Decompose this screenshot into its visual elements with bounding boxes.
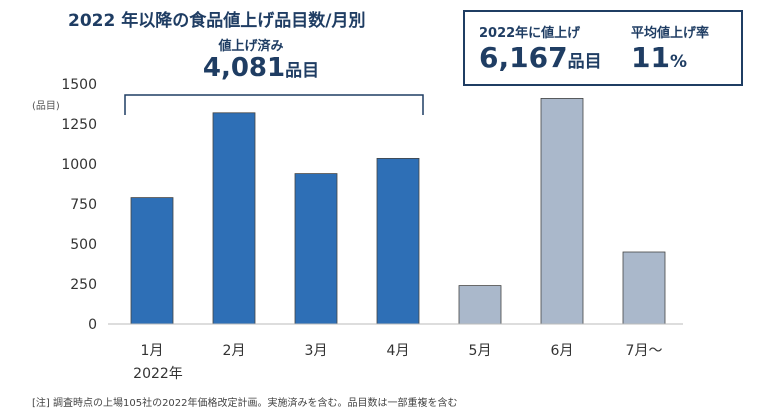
- y-tick-label: 0: [88, 317, 97, 333]
- total-label: 2022年に値上げ: [479, 26, 581, 41]
- bars: [130, 98, 666, 325]
- y-tick-label: 1250: [61, 117, 97, 133]
- y-tick-label: 1500: [61, 77, 97, 93]
- bracket-value-wrap: 4,081品目: [186, 52, 336, 87]
- y-axis-ticks: 0 250 500 750 1000 1250 1500: [61, 77, 97, 333]
- bar: [622, 251, 666, 325]
- total-unit: 品目: [567, 52, 602, 72]
- bracket-label: 値上げ済み: [218, 39, 284, 54]
- total-value: 6,167: [479, 41, 568, 74]
- year-label: 2022年: [133, 366, 183, 382]
- x-tick-label: 5月: [469, 343, 492, 359]
- y-tick-label: 750: [70, 197, 97, 213]
- bar: [458, 285, 502, 325]
- summary-box: 2022年に値上げ 6,167品目 平均値上げ率 11%: [463, 10, 743, 86]
- bar: [130, 197, 174, 325]
- chart-title: 2022 年以降の食品値上げ品目数/月別: [68, 11, 366, 31]
- x-tick-label: 4月: [387, 343, 410, 359]
- bracket-unit: 品目: [285, 61, 320, 81]
- x-tick-label: 2月: [223, 343, 246, 359]
- bar: [212, 112, 256, 325]
- bar: [294, 173, 338, 325]
- y-tick-label: 1000: [61, 157, 97, 173]
- done-bracket: [124, 94, 424, 115]
- rate-unit: %: [669, 52, 688, 72]
- x-tick-label: 6月: [551, 343, 574, 359]
- x-tick-label: 3月: [305, 343, 328, 359]
- bracket-value: 4,081: [202, 53, 286, 83]
- bar: [376, 157, 420, 325]
- rate-value: 11: [631, 41, 670, 74]
- footnote: [注] 調査時点の上場105社の2022年価格改定計画。実施済みを含む。品目数は…: [32, 398, 458, 409]
- rate-value-wrap: 11%: [631, 41, 687, 79]
- y-tick-label: 500: [70, 237, 97, 253]
- rate-label: 平均値上げ率: [631, 26, 710, 41]
- bar: [540, 98, 584, 325]
- y-unit-note: (品目): [32, 101, 60, 112]
- x-tick-label: 7月〜: [626, 343, 663, 359]
- y-tick-label: 250: [70, 277, 97, 293]
- total-value-wrap: 6,167品目: [479, 41, 602, 79]
- x-axis-labels: 1月 2月 3月 4月 5月 6月 7月〜: [141, 343, 663, 359]
- x-tick-label: 1月: [141, 343, 164, 359]
